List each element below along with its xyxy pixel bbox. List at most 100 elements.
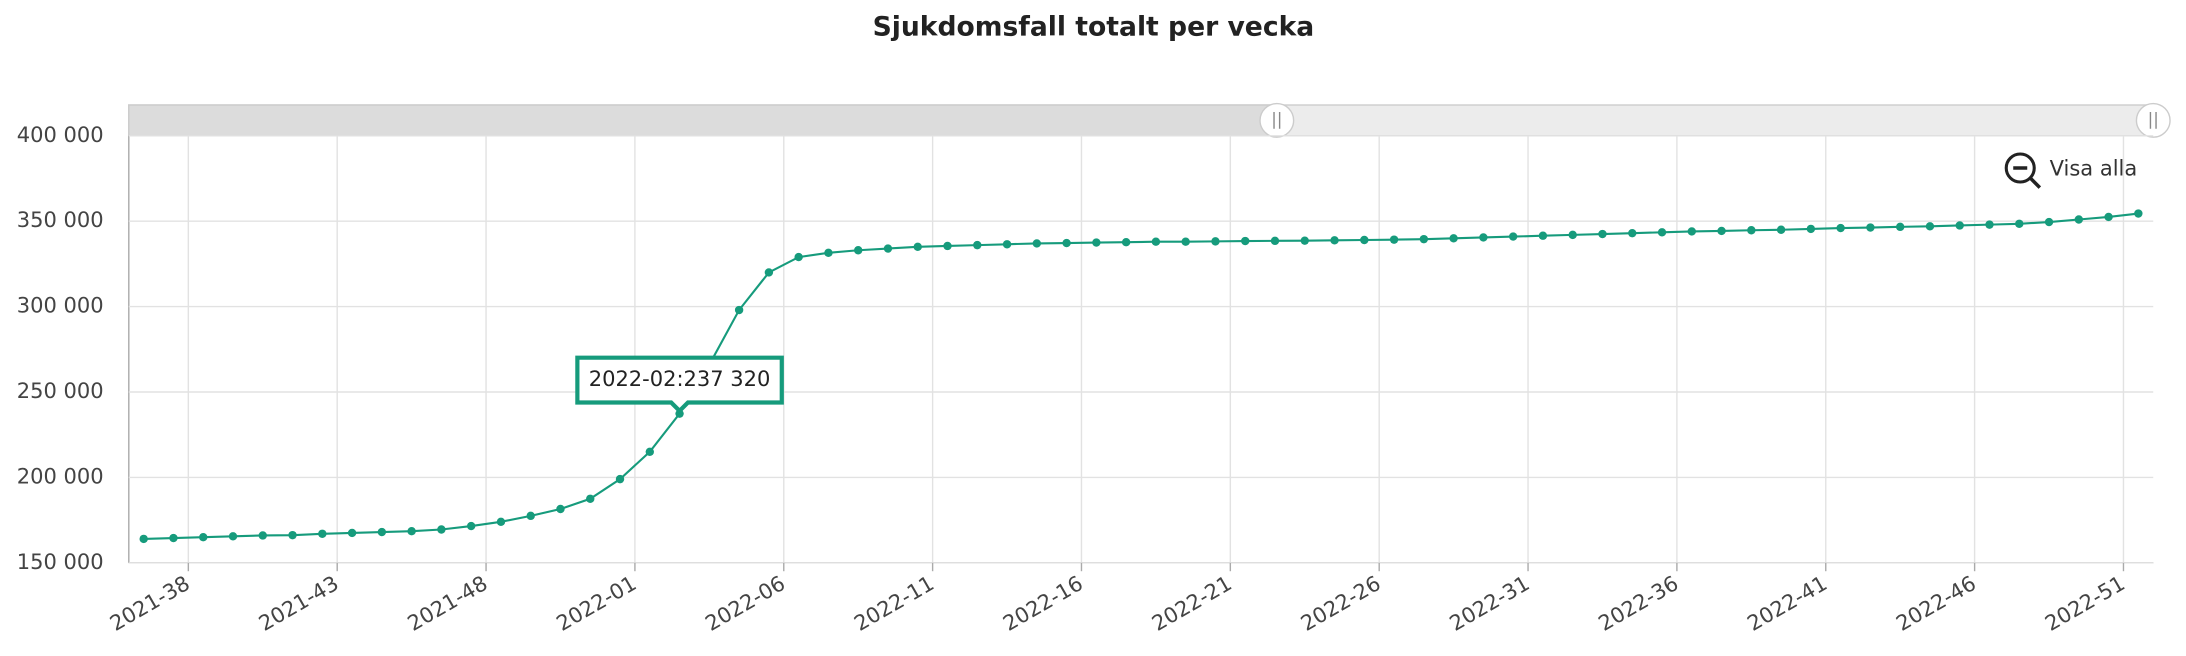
series-line [143, 212, 2139, 540]
data-point [258, 531, 267, 540]
data-point [1300, 236, 1309, 245]
x-tick-label: 2022-21 [1148, 571, 1236, 636]
x-tick-label: 2022-01 [552, 571, 640, 636]
data-point [1747, 226, 1756, 235]
x-tick-label: 2022-41 [1743, 571, 1831, 636]
data-point [288, 530, 297, 540]
y-tick-label: 200 000 [17, 464, 104, 488]
x-tick-label: 2021-43 [255, 571, 343, 636]
data-point [169, 533, 178, 543]
data-point [615, 474, 625, 484]
data-point [1062, 238, 1071, 248]
data-point [973, 240, 982, 250]
data-point [377, 527, 387, 537]
tooltip-text: 2022-02:237 320 [589, 367, 771, 391]
x-tick-label: 2022-36 [1594, 571, 1682, 636]
data-point [1032, 239, 1042, 248]
data-point [407, 527, 416, 536]
data-point [1092, 238, 1101, 247]
x-tick-label: 2022-51 [2041, 571, 2129, 636]
y-tick-label: 300 000 [17, 294, 104, 318]
zoom-icon [2004, 152, 2036, 184]
data-point [883, 244, 893, 253]
y-tick-label: 150 000 [17, 550, 104, 574]
data-point [1508, 232, 1518, 241]
data-point [1479, 233, 1488, 242]
data-point [2134, 209, 2143, 218]
data-point [1389, 235, 1399, 244]
x-tick-label: 2022-31 [1446, 571, 1534, 636]
data-point [1657, 228, 1667, 237]
y-tick-label: 350 000 [17, 208, 104, 232]
data-point [1360, 235, 1369, 245]
data-point [1419, 234, 1429, 244]
data-point [764, 268, 774, 277]
slider-handle[interactable] [1259, 102, 1295, 138]
data-point [1955, 221, 1964, 230]
x-tick-label: 2022-11 [850, 571, 938, 636]
data-point [734, 305, 744, 315]
data-point [466, 521, 476, 531]
data-point [1687, 227, 1696, 236]
reset-zoom[interactable]: Visa alla [2004, 152, 2138, 189]
data-point [1568, 230, 1577, 240]
data-point [1330, 236, 1339, 245]
data-point [2044, 217, 2054, 227]
data-point [853, 246, 863, 255]
handle-grip [1273, 112, 1281, 129]
data-point [1151, 237, 1161, 246]
x-tick-label: 2021-38 [106, 571, 194, 636]
data-point [228, 532, 238, 541]
data-point [1866, 223, 1875, 232]
data-point [318, 529, 327, 538]
data-point [943, 241, 952, 251]
data-point [586, 494, 595, 503]
chart-title: Sjukdomsfall totalt per vecka [873, 12, 1315, 43]
x-tick-label: 2021-48 [404, 571, 492, 636]
data-point [2015, 219, 2024, 228]
x-tick-label: 2022-46 [1892, 571, 1980, 636]
data-point [556, 504, 565, 514]
range-slider[interactable] [128, 102, 2171, 138]
data-point [1628, 228, 1637, 238]
data-point [824, 248, 833, 258]
data-point [1121, 238, 1131, 247]
data-point [913, 242, 922, 252]
data-point [1002, 240, 1012, 249]
handle-grip [2149, 112, 2157, 129]
data-point [1895, 222, 1905, 232]
data-point [1270, 236, 1280, 246]
data-point [1211, 237, 1220, 246]
data-point [1925, 222, 1935, 231]
y-tick-label: 250 000 [17, 379, 104, 403]
data-point [1241, 236, 1250, 246]
slider-mask [128, 104, 1278, 137]
y-tick-label: 400 000 [17, 123, 104, 147]
data-point [1836, 223, 1845, 233]
data-point [1806, 224, 1816, 234]
slider-handle[interactable] [2135, 102, 2171, 138]
tooltip-box [575, 355, 784, 414]
data-point [1776, 225, 1786, 234]
data-point [1717, 226, 1726, 236]
data-point [1598, 229, 1607, 239]
tooltip: 2022-02:237 320 [575, 355, 784, 414]
data-point [496, 517, 506, 527]
reset-label: Visa alla [2050, 156, 2138, 180]
data-point [437, 525, 446, 534]
data-point [1538, 231, 1548, 240]
data-point [199, 532, 208, 542]
data-point [526, 511, 535, 521]
data-point [794, 252, 803, 262]
x-tick-label: 2022-16 [999, 571, 1087, 636]
data-point [2104, 212, 2113, 222]
data-point [1449, 234, 1458, 243]
data-point [1181, 237, 1190, 246]
data-point [139, 534, 148, 544]
x-tick-label: 2022-26 [1297, 571, 1385, 636]
data-point [645, 447, 654, 456]
zoom-icon [2013, 166, 2042, 189]
data-point [2074, 215, 2084, 224]
data-point [347, 528, 357, 538]
